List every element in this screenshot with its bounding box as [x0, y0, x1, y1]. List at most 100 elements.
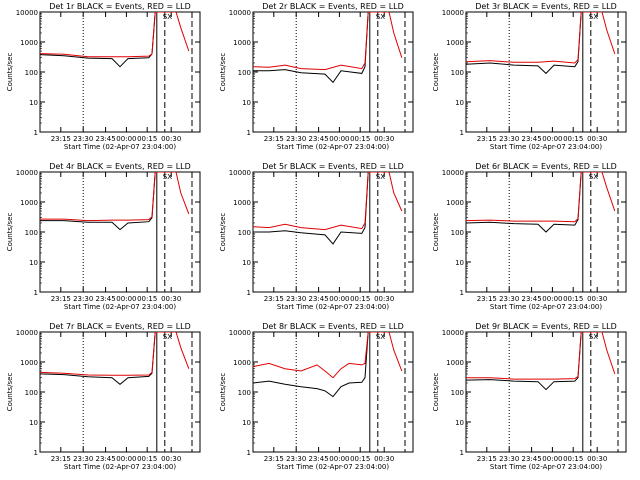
y-tick-label: 1000 [233, 199, 251, 207]
x-axis-label: Start Time (02-Apr-07 23:04:00) [64, 303, 176, 311]
series-lld-line [466, 172, 616, 223]
x-tick-label: 00:00 [116, 135, 136, 143]
y-tick-label: 10 [29, 99, 38, 107]
x-tick-label: 23:15 [51, 135, 71, 143]
chart-title: Det 4r BLACK = Events, RED = LLD [49, 162, 191, 171]
y-tick-label: 10000 [16, 329, 38, 337]
x-axis-label: Start Time (02-Apr-07 23:04:00) [490, 463, 602, 471]
saturation-marker: SX [589, 13, 598, 21]
plot-frame [39, 331, 201, 453]
chart-title: Det 9r BLACK = Events, RED = LLD [475, 322, 617, 331]
saturation-marker: SX [163, 13, 172, 21]
series-lld-line [40, 12, 190, 58]
panel-det-5: Det 5r BLACK = Events, RED = LLD 1 10 100 10… [219, 162, 414, 311]
x-tick-label: 23:30 [286, 135, 306, 143]
x-tick-label: 00:00 [329, 295, 349, 303]
x-tick-label: 00:30 [587, 295, 607, 303]
x-tick-label: 00:15 [350, 135, 370, 143]
x-axis-label: Start Time (02-Apr-07 23:04:00) [64, 463, 176, 471]
y-tick-label: 1 [247, 449, 251, 457]
x-axis-label: Start Time (02-Apr-07 23:04:00) [490, 303, 602, 311]
x-tick-label: 23:15 [264, 135, 284, 143]
panel-det-1: Det 1r BLACK = Events, RED = LLD 1 10 100 10… [6, 2, 201, 151]
y-tick-label: 10 [29, 259, 38, 267]
y-tick-label: 10 [455, 99, 464, 107]
panel-det-9: Det 9r BLACK = Events, RED = LLD 1 10 100 10… [432, 322, 627, 471]
x-tick-label: 23:15 [264, 295, 284, 303]
y-tick-label: 10000 [229, 9, 251, 17]
chart-title: Det 5r BLACK = Events, RED = LLD [262, 162, 404, 171]
y-tick-label: 100 [451, 229, 464, 237]
x-tick-label: 00:00 [329, 135, 349, 143]
x-tick-label: 00:30 [161, 135, 181, 143]
y-tick-label: 10000 [229, 169, 251, 177]
y-tick-label: 10 [455, 259, 464, 267]
plot-frame [252, 11, 414, 133]
plot-frame [39, 171, 201, 293]
y-axis-label: Counts/sec [432, 53, 440, 92]
x-axis-label: Start Time (02-Apr-07 23:04:00) [277, 143, 389, 151]
x-tick-label: 00:00 [542, 295, 562, 303]
plot-frame [252, 171, 414, 293]
y-axis-label: Counts/sec [6, 53, 14, 92]
saturation-marker: SX [163, 333, 172, 341]
x-tick-label: 00:30 [161, 295, 181, 303]
y-tick-label: 100 [451, 389, 464, 397]
x-tick-label: 23:30 [499, 135, 519, 143]
x-tick-label: 00:15 [563, 135, 583, 143]
x-tick-label: 00:30 [587, 455, 607, 463]
y-tick-label: 1000 [233, 359, 251, 367]
y-tick-label: 10000 [442, 9, 464, 17]
x-tick-label: 00:15 [137, 455, 157, 463]
chart-title: Det 3r BLACK = Events, RED = LLD [475, 2, 617, 11]
x-tick-label: 23:45 [309, 295, 329, 303]
y-tick-label: 1000 [446, 359, 464, 367]
plot-frame [465, 11, 627, 133]
saturation-marker: SX [589, 333, 598, 341]
y-tick-label: 1000 [20, 39, 38, 47]
series-lld-line [466, 12, 616, 64]
y-tick-label: 1 [34, 449, 38, 457]
series-lld-line [40, 332, 190, 376]
x-tick-label: 00:00 [542, 455, 562, 463]
x-tick-label: 23:30 [73, 135, 93, 143]
x-tick-label: 23:30 [499, 455, 519, 463]
y-tick-label: 1000 [446, 39, 464, 47]
y-tick-label: 1 [460, 449, 464, 457]
y-tick-label: 10 [242, 259, 251, 267]
series-events-line [466, 12, 582, 75]
saturation-marker: SX [163, 173, 172, 181]
x-tick-label: 00:30 [161, 455, 181, 463]
x-tick-label: 00:15 [563, 455, 583, 463]
x-tick-label: 23:15 [477, 455, 497, 463]
x-tick-label: 00:30 [374, 295, 394, 303]
chart-title: Det 1r BLACK = Events, RED = LLD [49, 2, 191, 11]
y-tick-label: 1 [34, 289, 38, 297]
y-axis-label: Counts/sec [432, 213, 440, 252]
plot-frame [39, 11, 201, 133]
y-tick-label: 1000 [20, 199, 38, 207]
x-tick-label: 23:45 [96, 455, 116, 463]
x-tick-label: 23:45 [522, 295, 542, 303]
x-tick-label: 23:15 [477, 135, 497, 143]
x-tick-label: 00:30 [374, 455, 394, 463]
panel-det-4: Det 4r BLACK = Events, RED = LLD 1 10 100 10… [6, 162, 201, 311]
series-events-line [253, 172, 369, 245]
x-tick-label: 23:30 [73, 455, 93, 463]
y-axis-label: Counts/sec [219, 53, 227, 92]
series-lld-line [466, 332, 616, 380]
x-tick-label: 00:15 [350, 455, 370, 463]
saturation-marker: SX [376, 173, 385, 181]
y-tick-label: 10000 [16, 9, 38, 17]
y-tick-label: 10 [455, 419, 464, 427]
y-tick-label: 10 [29, 419, 38, 427]
y-tick-label: 10000 [16, 169, 38, 177]
x-tick-label: 00:30 [374, 135, 394, 143]
chart-title: Det 7r BLACK = Events, RED = LLD [49, 322, 191, 331]
plot-frame [252, 331, 414, 453]
y-tick-label: 10000 [229, 329, 251, 337]
saturation-marker: SX [589, 173, 598, 181]
y-tick-label: 10 [242, 419, 251, 427]
x-tick-label: 00:30 [587, 135, 607, 143]
y-tick-label: 1000 [446, 199, 464, 207]
